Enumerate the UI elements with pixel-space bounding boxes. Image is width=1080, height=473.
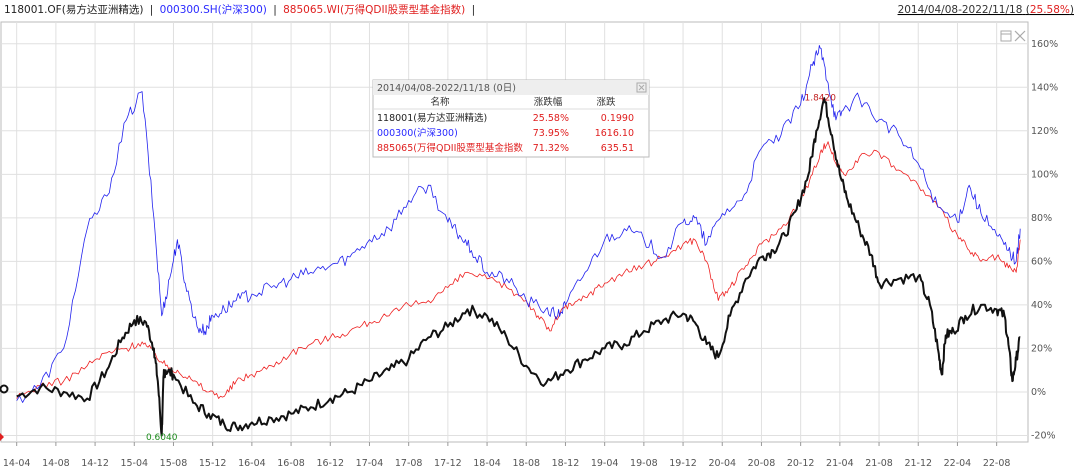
x-tick-label: 21-04 xyxy=(826,458,854,469)
tooltip-row-pct: 71.32% xyxy=(533,143,569,154)
series-line-fund xyxy=(16,97,1021,437)
x-tick-label: 15-08 xyxy=(160,458,188,469)
annotation-label: 1.8420 xyxy=(804,93,836,103)
series-lines xyxy=(16,45,1021,437)
x-tick-label: 18-04 xyxy=(473,458,501,469)
y-tick-label: 160% xyxy=(1031,39,1058,50)
legend-qdii[interactable]: 885065.WI(万得QDII股票型基金指数) xyxy=(283,3,465,16)
y-tick-label: 120% xyxy=(1031,126,1058,137)
y-axis-ticks: -20% 0% 20% 40% 60% 80% 100% 120% 140% 160% xyxy=(1031,39,1058,442)
y-tick-label: 80% xyxy=(1031,213,1052,224)
tooltip-row-chg: 0.1990 xyxy=(601,113,634,124)
legend-separator: | xyxy=(150,4,154,16)
x-tick-label: 16-08 xyxy=(277,458,305,469)
legend-separator: | xyxy=(273,4,277,16)
plot-frame xyxy=(0,21,1029,443)
legend-csi300[interactable]: 000300.SH(沪深300) xyxy=(160,3,267,16)
x-tick-label: 21-12 xyxy=(904,458,932,469)
y-tick-label: 60% xyxy=(1031,256,1052,267)
tooltip-titlebar xyxy=(373,80,649,95)
x-tick-label: 14-12 xyxy=(81,458,109,469)
x-axis-ticks: 14-04 14-08 14-12 15-04 15-08 15-12 16-04 16-08… xyxy=(3,442,1011,469)
range-text: 2014/04/08-2022/11/18 xyxy=(898,4,1023,16)
x-tick-label: 17-04 xyxy=(356,458,384,469)
tooltip-close-icon[interactable] xyxy=(636,82,647,93)
x-tick-label: 19-04 xyxy=(591,458,619,469)
x-tick-label: 14-08 xyxy=(42,458,70,469)
x-tick-label: 19-08 xyxy=(630,458,658,469)
tooltip-title: 2014/04/08-2022/11/18 (0日) xyxy=(377,83,516,94)
y-tick-label: 0% xyxy=(1031,387,1046,398)
start-marker xyxy=(0,384,9,394)
legend-separator: | xyxy=(472,4,476,16)
y-tick-label: 100% xyxy=(1031,169,1058,180)
tooltip-row-name: 118001(易方达亚洲精选) xyxy=(377,112,487,124)
x-tick-label: 22-04 xyxy=(944,458,972,469)
x-tick-label: 18-12 xyxy=(552,458,580,469)
tooltip-row-name: 000300(沪深300) xyxy=(377,127,458,139)
x-tick-label: 19-12 xyxy=(669,458,697,469)
tooltip-row-chg: 635.51 xyxy=(601,143,634,154)
x-tick-label: 17-12 xyxy=(434,458,462,469)
svg-text:118001.OF(易方达亚洲精选) |: 118001.OF(易方达亚洲精选) | 000300.SH(沪深300) | … xyxy=(4,3,475,16)
y-tick-label: 20% xyxy=(1031,343,1052,354)
header-legend: 118001.OF(易方达亚洲精选) | 000300.SH(沪深300) | … xyxy=(4,3,1074,16)
legend-fund[interactable]: 118001.OF(易方达亚洲精选) xyxy=(4,3,143,16)
x-tick-label: 21-08 xyxy=(865,458,893,469)
y-tick-label: 140% xyxy=(1031,82,1058,93)
y-tick-label: 40% xyxy=(1031,300,1052,311)
x-tick-label: 17-08 xyxy=(395,458,423,469)
x-tick-label: 22-08 xyxy=(983,458,1011,469)
tooltip-row-name: 885065(万得QDII股票型基金指数 xyxy=(377,142,523,154)
series-line-csi300 xyxy=(16,45,1021,403)
annotation-label: 0.6040 xyxy=(146,433,178,443)
tooltip: 2014/04/08-2022/11/18 (0日) 名称 涨跌幅 涨跌 118… xyxy=(372,79,650,158)
series-line-qdii xyxy=(16,141,1021,399)
x-tick-label: 18-08 xyxy=(512,458,540,469)
x-tick-label: 20-08 xyxy=(748,458,776,469)
tooltip-row-pct: 25.58% xyxy=(533,113,569,124)
tooltip-col-pct: 涨跌幅 xyxy=(534,96,563,108)
x-tick-label: 16-12 xyxy=(316,458,344,469)
tooltip-row-chg: 1616.10 xyxy=(595,128,634,139)
x-tick-label: 20-12 xyxy=(787,458,815,469)
x-tick-label: 15-04 xyxy=(120,458,148,469)
close-icon[interactable] xyxy=(1014,30,1026,42)
y-tick-label: -20% xyxy=(1031,430,1056,441)
x-tick-label: 15-12 xyxy=(199,458,227,469)
tooltip-rows: 118001(易方达亚洲精选) 25.58% 0.1990 000300(沪深300)… xyxy=(377,112,634,154)
tooltip-col-chg: 涨跌 xyxy=(596,96,616,108)
x-tick-label: 14-04 xyxy=(3,458,31,469)
maximize-icon[interactable] xyxy=(1000,30,1012,42)
range-change: 25.58% xyxy=(1030,4,1070,16)
range-summary[interactable]: 2014/04/08-2022/11/18 (25.58%) xyxy=(898,4,1074,16)
annotations: 1.8420 0.6040 xyxy=(146,93,836,442)
x-tick-label: 20-04 xyxy=(708,458,736,469)
tooltip-col-name: 名称 xyxy=(430,96,450,108)
x-tick-label: 16-04 xyxy=(238,458,266,469)
tooltip-row-pct: 73.95% xyxy=(533,128,569,139)
start-arrow xyxy=(0,433,4,441)
